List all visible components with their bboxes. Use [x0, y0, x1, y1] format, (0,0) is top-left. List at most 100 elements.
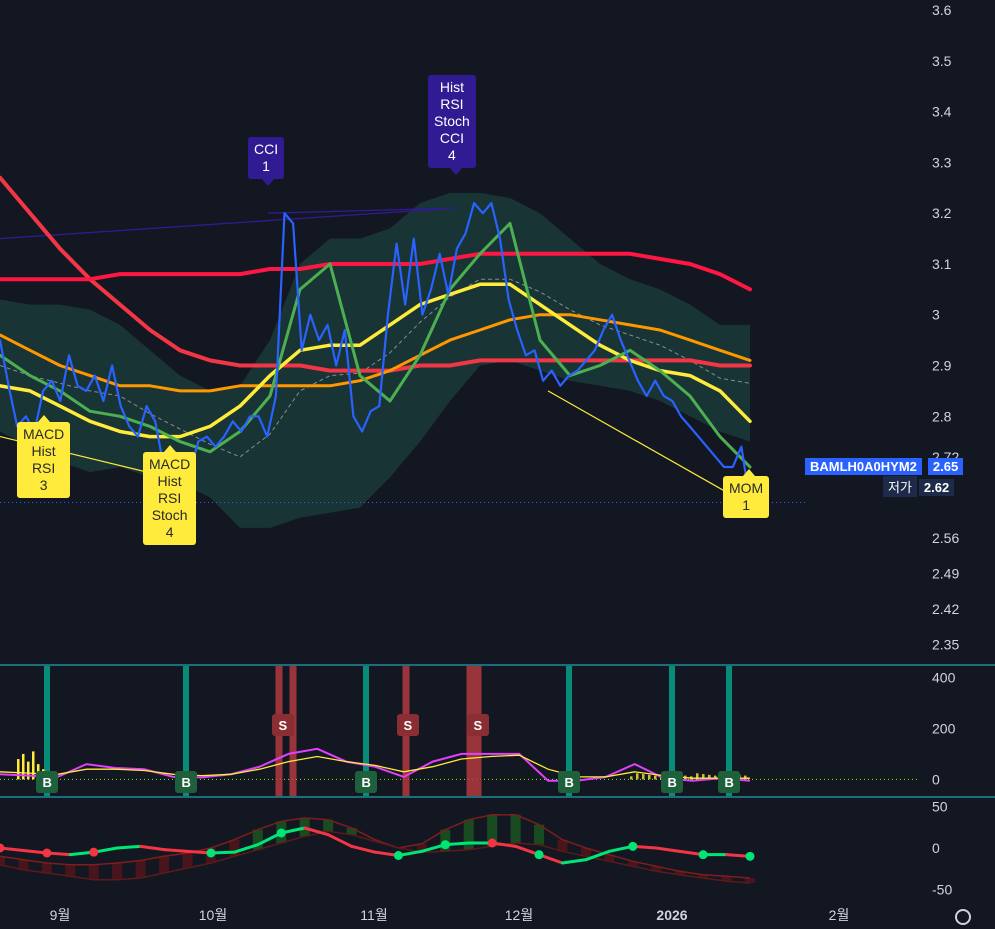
trendline-purple-2 — [267, 207, 456, 214]
annotation-line: Hist — [31, 443, 56, 459]
hist-bar — [636, 773, 639, 780]
indicator2-dot — [745, 851, 755, 861]
osc-hist-bar — [346, 828, 357, 835]
y-tick-label: 200 — [932, 720, 956, 736]
signal-annotation-tag: CCI 1 — [248, 137, 285, 179]
bollinger-mid-line — [0, 278, 751, 458]
y-tick-label: 3.3 — [932, 154, 952, 170]
annotation-line: CCI — [254, 141, 279, 157]
osc-hist-bar — [88, 864, 99, 880]
series-line-ma-slow-red — [0, 251, 752, 292]
hist-bar — [702, 774, 705, 780]
y-tick-label: 3.2 — [932, 205, 952, 221]
low-name-label: 저가 — [883, 476, 917, 497]
indicator2-osc-upper — [0, 813, 751, 879]
buy-marker-box — [718, 771, 740, 793]
indicator2-dot — [276, 828, 286, 838]
annotation-line: Hist — [439, 79, 464, 95]
annotation-pointer — [262, 179, 274, 186]
indicator2-main-segment — [162, 848, 189, 853]
buy-signal-bar — [183, 666, 189, 796]
osc-hist-bar — [651, 866, 662, 872]
annotation-line: RSI — [31, 460, 56, 476]
annotation-pointer — [164, 445, 176, 452]
low-value-label: 2.62 — [918, 479, 955, 496]
annotation-line: MACD — [149, 456, 191, 472]
indicator-panel-2: 50 0 -50 — [0, 798, 952, 898]
annotation-line: 1 — [262, 158, 270, 174]
annotation-line: Stoch — [151, 507, 188, 523]
x-tick-label: 2월 — [829, 907, 850, 923]
hist-bar — [744, 775, 747, 780]
y-tick-label: 2.56 — [932, 530, 959, 546]
indicator2-osc-lower — [0, 830, 751, 884]
signal-annotation-tag: MOM 1 — [723, 476, 770, 518]
hist-bar — [714, 775, 717, 780]
annotation-pointer — [450, 168, 462, 175]
osc-hist-bar — [604, 854, 615, 862]
signal-annotation-tag: Hist RSI Stoch CCI 4 — [428, 75, 476, 168]
osc-hist-bar — [182, 853, 193, 868]
hist-bar — [27, 761, 30, 780]
y-tick-label: 2.35 — [932, 637, 959, 653]
y-tick-label: 3.6 — [932, 2, 952, 18]
osc-hist-bar — [698, 874, 709, 878]
osc-hist-bar — [510, 814, 521, 843]
y-tick-label: 2.42 — [932, 601, 959, 617]
indicator2-dot — [487, 838, 497, 848]
hist-bar — [22, 753, 25, 780]
y-tick-label: 3 — [932, 307, 940, 323]
x-tick-label: 12월 — [505, 907, 533, 923]
indicator2-dot — [698, 850, 708, 860]
annotation-line: 3 — [39, 477, 48, 493]
last-value-label: 2.65 — [927, 458, 964, 475]
indicator2-main-segment — [139, 844, 166, 852]
indicator2-main-segment — [232, 843, 260, 854]
buy-marker-label: B — [182, 775, 191, 790]
x-tick-label: 9월 — [50, 907, 71, 923]
sell-marker-label: S — [404, 718, 413, 733]
x-tick-label: 11월 — [360, 907, 387, 923]
buy-signal-bar — [363, 666, 369, 796]
buy-signal-bar — [566, 666, 572, 796]
sell-marker-box — [272, 714, 294, 736]
signal-annotation-tag: MACD Hist RSI Stoch 4 — [143, 452, 197, 545]
indicator-panel-1: B B B B B B S S S 400 200 0 — [0, 666, 956, 796]
buy-marker-box — [661, 771, 683, 793]
indicator2-dot — [393, 851, 403, 860]
buy-marker-box — [558, 771, 580, 793]
indicator2-main-segment — [326, 833, 354, 848]
buy-marker-box — [175, 771, 197, 793]
settings-icon[interactable] — [955, 909, 971, 925]
buy-marker-label: B — [43, 775, 52, 790]
indicator1-line-yellow — [0, 754, 750, 779]
price-panel: 3.63.53.43.33.23.132.92.82.722.562.492.4… — [0, 2, 959, 653]
y-tick-label: 3.1 — [932, 256, 952, 272]
osc-hist-bar — [135, 860, 146, 878]
series-line-ma-slow-crimson — [0, 175, 752, 373]
y-tick-label: 3.5 — [932, 53, 952, 69]
y-tick-label: -50 — [932, 882, 952, 898]
osc-hist-bar — [41, 863, 52, 873]
y-tick-label: 400 — [932, 669, 956, 685]
osc-hist-bar — [323, 819, 334, 832]
y-tick-label: 50 — [932, 798, 948, 814]
hist-bar — [696, 773, 699, 780]
osc-hist-bar — [112, 863, 123, 880]
hist-bar — [630, 776, 633, 780]
indicator2-main-segment — [654, 846, 682, 853]
buy-marker-box — [355, 771, 377, 793]
osc-hist-bar — [745, 878, 755, 883]
buy-marker-label: B — [565, 775, 574, 790]
series-line-bamlh0a0hym2 — [0, 202, 752, 504]
hist-bar — [642, 774, 645, 780]
y-tick-label: 3.4 — [932, 104, 952, 120]
annotation-line: RSI — [157, 490, 182, 506]
buy-marker-label: B — [725, 775, 734, 790]
osc-hist-bar — [721, 876, 732, 882]
buy-signal-bar — [44, 666, 50, 796]
osc-hist-bar — [557, 839, 568, 852]
sell-marker-box — [397, 714, 419, 736]
annotation-line: MOM — [729, 480, 764, 496]
